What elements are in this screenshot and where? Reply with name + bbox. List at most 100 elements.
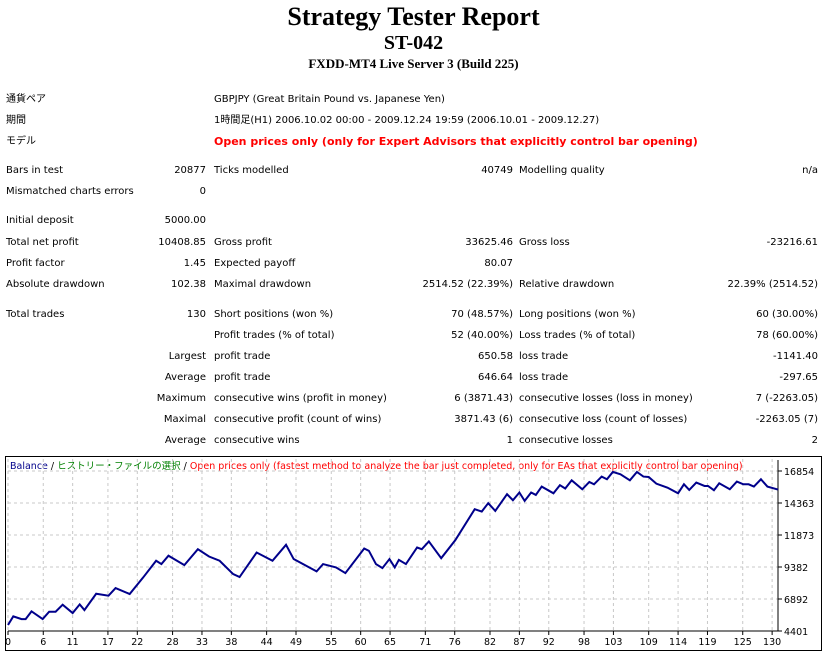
stat-label: profit trade bbox=[214, 372, 271, 383]
stat-label: Absolute drawdown bbox=[6, 279, 105, 290]
stat-label: Mismatched charts errors bbox=[6, 186, 134, 197]
stat-label: Largest bbox=[168, 351, 206, 362]
stat-value: 5000.00 bbox=[164, 215, 206, 226]
x-tick-label: 130 bbox=[763, 637, 781, 648]
stat-value: -23216.61 bbox=[766, 237, 818, 248]
stat-value: 80.07 bbox=[484, 258, 513, 269]
x-tick-label: 38 bbox=[225, 637, 237, 648]
x-tick-label: 6 bbox=[40, 637, 46, 648]
x-tick-label: 71 bbox=[419, 637, 431, 648]
stat-label: consecutive loss (count of losses) bbox=[519, 414, 688, 425]
stat-value: 33625.46 bbox=[465, 237, 513, 248]
x-tick-label: 11 bbox=[67, 637, 79, 648]
legend-history: ヒストリー・ファイルの選択 bbox=[57, 461, 181, 472]
stat-value: 0 bbox=[199, 186, 206, 197]
stat-label: loss trade bbox=[519, 351, 569, 362]
stat-value: 102.38 bbox=[171, 279, 206, 290]
stat-value: 6 (3871.43) bbox=[454, 393, 513, 404]
x-tick-label: 22 bbox=[131, 637, 143, 648]
chart-legend: Balance / ヒストリー・ファイルの選択 / Open prices on… bbox=[10, 458, 743, 472]
stat-label: Average bbox=[164, 372, 206, 383]
symbol-value: GBPJPY (Great Britain Pound vs. Japanese… bbox=[214, 94, 445, 105]
x-tick-label: 17 bbox=[102, 637, 114, 648]
stat-label: consecutive profit (count of wins) bbox=[214, 414, 382, 425]
stat-label: loss trade bbox=[519, 372, 569, 383]
stat-value: -1141.40 bbox=[773, 351, 818, 362]
stat-value: 1 bbox=[506, 435, 513, 446]
stat-value: 646.64 bbox=[478, 372, 513, 383]
stat-value: 2514.52 (22.39%) bbox=[422, 279, 513, 290]
expert-name: ST-042 bbox=[383, 32, 444, 54]
stat-label: profit trade bbox=[214, 351, 271, 362]
stat-value: 78 (60.00%) bbox=[756, 330, 818, 341]
symbol-label: 通貨ペア bbox=[6, 94, 46, 105]
x-tick-label: 55 bbox=[325, 637, 337, 648]
x-tick-label: 125 bbox=[734, 637, 752, 648]
stat-value: n/a bbox=[802, 165, 818, 176]
x-tick-label: 0 bbox=[5, 637, 11, 648]
stat-label: Profit trades (% of total) bbox=[214, 330, 335, 341]
stat-label: Long positions (won %) bbox=[519, 309, 636, 320]
stat-value: 2 bbox=[811, 435, 818, 446]
stat-label: Loss trades (% of total) bbox=[519, 330, 636, 341]
x-tick-label: 87 bbox=[513, 637, 525, 648]
x-tick-label: 49 bbox=[290, 637, 302, 648]
stat-label: Initial deposit bbox=[6, 215, 74, 226]
model-label: モデル bbox=[6, 136, 36, 147]
y-tick-label: 14363 bbox=[784, 499, 814, 510]
stat-label: consecutive losses bbox=[519, 435, 613, 446]
y-tick-label: 11873 bbox=[784, 531, 814, 542]
report-title: Strategy Tester Report bbox=[287, 2, 540, 31]
y-tick-label: 6892 bbox=[784, 595, 808, 606]
x-tick-label: 44 bbox=[261, 637, 273, 648]
stat-label: Maximum bbox=[156, 393, 206, 404]
stat-label: Average bbox=[164, 435, 206, 446]
y-tick-label: 16854 bbox=[784, 467, 814, 478]
x-tick-label: 98 bbox=[578, 637, 590, 648]
stat-label: Bars in test bbox=[6, 165, 63, 176]
stat-value: 40749 bbox=[481, 165, 513, 176]
balance-line bbox=[7, 470, 779, 626]
stat-label: Total net profit bbox=[6, 237, 79, 248]
stat-label: Gross loss bbox=[519, 237, 570, 248]
stat-value: 60 (30.00%) bbox=[756, 309, 818, 320]
y-tick-label: 9382 bbox=[784, 563, 808, 574]
stat-label: consecutive wins bbox=[214, 435, 300, 446]
legend-separator: / bbox=[180, 461, 190, 472]
x-tick-label: 33 bbox=[196, 637, 208, 648]
stat-value: 130 bbox=[186, 309, 206, 320]
stat-value: 52 (40.00%) bbox=[451, 330, 513, 341]
x-tick-label: 103 bbox=[604, 637, 622, 648]
stat-label: Profit factor bbox=[6, 258, 65, 269]
y-tick-label: 4401 bbox=[784, 627, 808, 638]
stat-value: -2263.05 (7) bbox=[755, 414, 818, 425]
x-tick-label: 119 bbox=[698, 637, 716, 648]
balance-chart bbox=[5, 456, 822, 651]
stat-label: Relative drawdown bbox=[519, 279, 615, 290]
model-value: Open prices only (only for Expert Adviso… bbox=[214, 135, 698, 148]
x-tick-label: 109 bbox=[640, 637, 658, 648]
x-tick-label: 82 bbox=[484, 637, 496, 648]
x-tick-label: 60 bbox=[355, 637, 367, 648]
stat-value: 650.58 bbox=[478, 351, 513, 362]
stat-label: Total trades bbox=[6, 309, 65, 320]
stat-label: Modelling quality bbox=[519, 165, 605, 176]
stat-value: 1.45 bbox=[183, 258, 206, 269]
stat-label: Maximal drawdown bbox=[214, 279, 312, 290]
legend-model: Open prices only (fastest method to anal… bbox=[189, 461, 743, 472]
stat-label: Short positions (won %) bbox=[214, 309, 334, 320]
stat-value: 70 (48.57%) bbox=[451, 309, 513, 320]
x-tick-label: 28 bbox=[167, 637, 179, 648]
stat-label: consecutive losses (loss in money) bbox=[519, 393, 693, 404]
stat-label: Gross profit bbox=[214, 237, 272, 248]
period-label: 期間 bbox=[6, 115, 26, 126]
period-value: 1時間足(H1) 2006.10.02 00:00 - 2009.12.24 1… bbox=[214, 115, 600, 126]
stat-label: Expected payoff bbox=[214, 258, 296, 269]
stat-label: Ticks modelled bbox=[214, 165, 289, 176]
stat-label: Maximal bbox=[163, 414, 206, 425]
stat-label: consecutive wins (profit in money) bbox=[214, 393, 387, 404]
legend-balance: Balance bbox=[10, 461, 48, 472]
server-name: FXDD-MT4 Live Server 3 (Build 225) bbox=[308, 56, 519, 71]
stat-value: -297.65 bbox=[779, 372, 818, 383]
